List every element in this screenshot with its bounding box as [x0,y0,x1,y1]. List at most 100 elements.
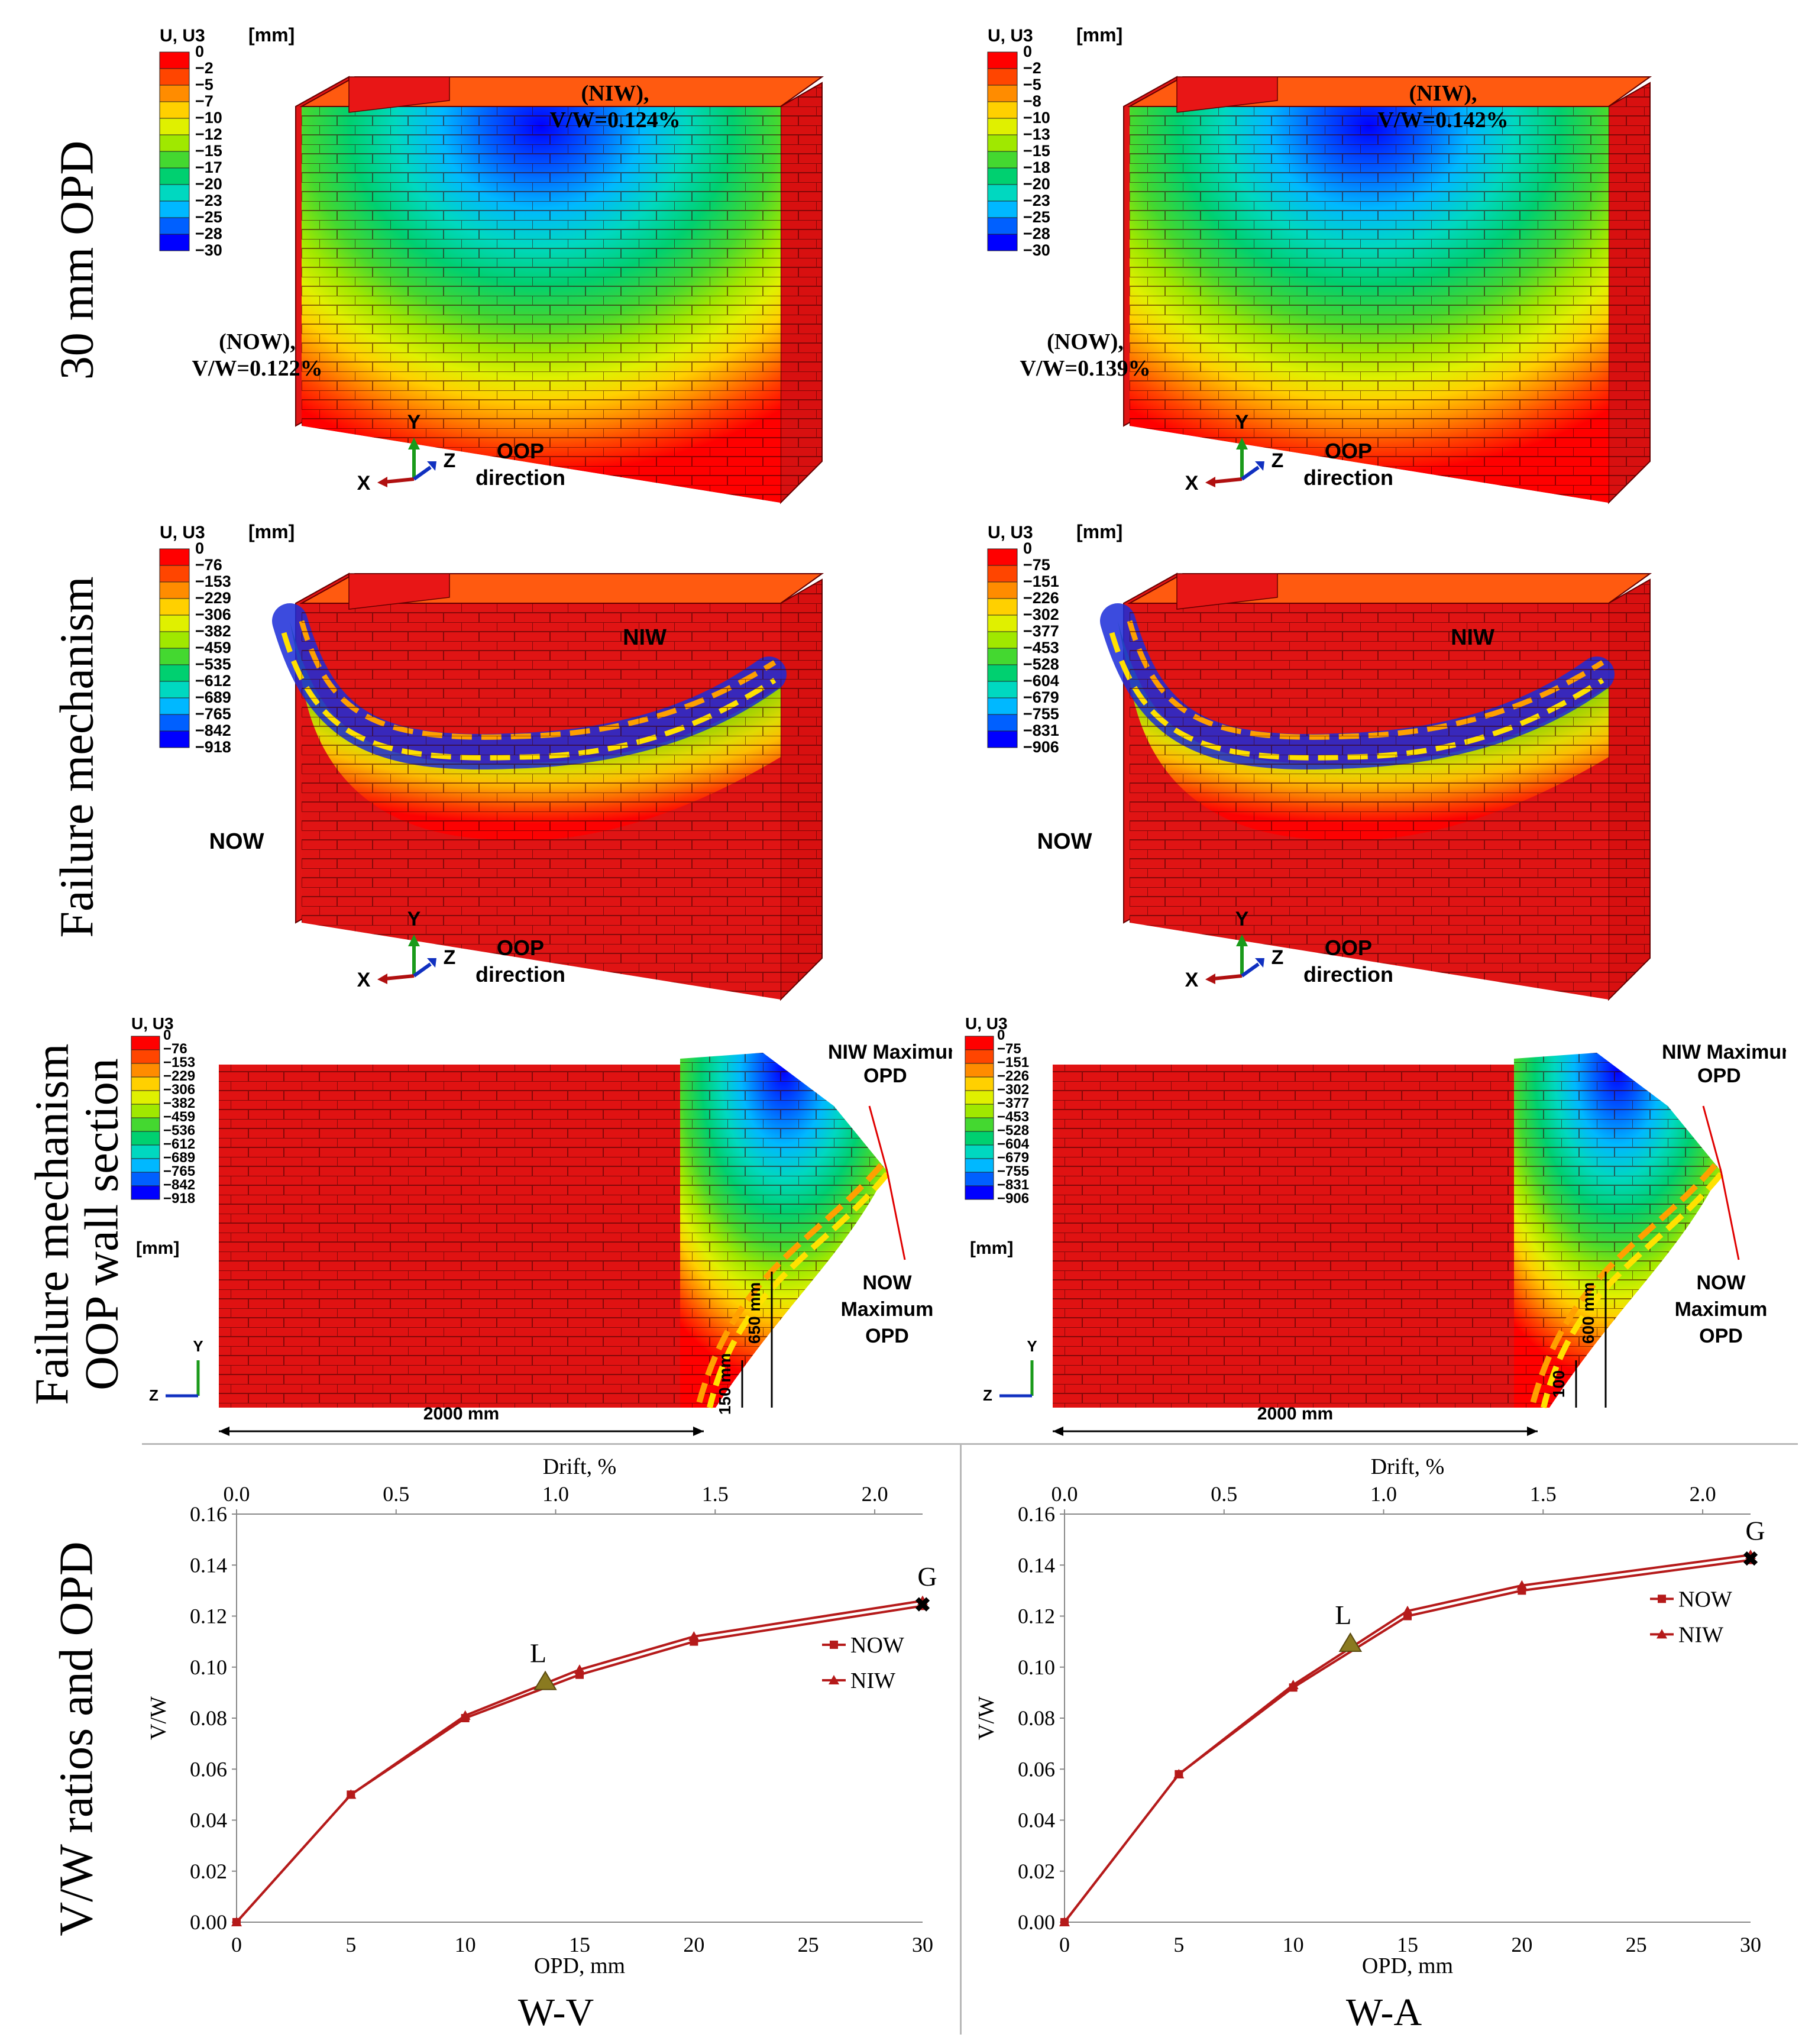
oop-direction-label: direction [1303,465,1393,490]
y-tick-label: 0.16 [1018,1502,1055,1526]
legend-value: −906 [1023,738,1059,756]
legend-value: −382 [163,1095,195,1111]
z-axis-label: Z [149,1386,158,1404]
legend-value: −453 [997,1109,1029,1125]
legend-value: −831 [1023,722,1059,739]
z-axis-label: Z [1272,449,1284,472]
legend-value: −918 [163,1191,195,1207]
legend-swatch [159,648,190,665]
x-axis-label: X [1185,472,1199,494]
legend-swatch [965,1090,994,1105]
right-return-brick [1609,83,1650,503]
x-tick-label: 30 [912,1933,933,1956]
legend-value: −226 [997,1068,1029,1084]
x2-tick-label: 1.5 [702,1482,729,1506]
annotation-l: L [1335,1600,1351,1630]
legend-value: −302 [1023,606,1059,623]
legend-value: −377 [1023,622,1059,640]
legend-swatch [131,1090,160,1105]
panel-failure-mechanism-wa: U, U3 [mm] 0 −75 −151 −226 −302 −377 −453 −528 −6… [970,509,1786,1005]
legend-swatch [987,134,1018,152]
wedge-brick-texture [1514,1053,1721,1408]
legend-swatch [159,581,190,599]
panel-failure-mechanism-wv: U, U3 [mm] 0 −76 −153 −229 −306 −382 −459 −535 −6… [142,509,958,1005]
annotation-marker-l [1338,1632,1363,1652]
legend-value: −12 [195,125,222,143]
legend-swatch [131,1063,160,1078]
oop-label: OOP [1325,936,1372,960]
data-point-niw [1059,1917,1070,1926]
column-label-wv: W-V [517,1991,594,2034]
legend-unit: [mm] [248,521,295,542]
y-tick-label: 0.04 [1018,1809,1055,1832]
now-max-label-2: Maximum [841,1298,934,1321]
x-axis-arrow [384,974,415,981]
legend-swatch [159,85,190,102]
y-tick-label: 0.08 [1018,1706,1055,1730]
width-dimension-label: 2000 mm [1257,1404,1333,1424]
legend-swatch [131,1117,160,1132]
legend-value: −153 [195,573,231,590]
now-label: (NOW), [1047,329,1124,354]
x2-tick-label: 2.0 [1690,1482,1716,1506]
niw-left-flange [348,76,450,113]
legend-label: NOW [850,1633,904,1658]
legend-value: −25 [195,208,222,226]
panel-divider [142,1443,1798,1445]
y-tick-label: 0.10 [190,1655,227,1679]
brick-texture [1053,1065,1538,1408]
now-max-arrow [1720,1170,1740,1260]
legend-value: −612 [163,1136,195,1152]
legend-swatch [987,151,1018,169]
legend-value: −10 [195,109,222,127]
dim-arrowhead [219,1427,229,1436]
legend-swatch [987,234,1018,251]
x-axis-arrow [384,477,415,484]
chart-wv: 0.00 0.02 0.04 0.06 0.08 0.10 0.12 0.14 0.16 0 5 10… [142,1449,958,1999]
y-tick-label: 0.12 [190,1605,227,1628]
legend-value: −306 [163,1082,195,1098]
brick-texture [302,106,781,503]
x2-axis-title: Drift, % [1371,1454,1445,1479]
y-tick-label: 0.06 [190,1757,227,1781]
y-tick-label: 0.06 [1018,1757,1055,1781]
right-return-brick [781,83,822,503]
legend-value: −17 [195,159,222,176]
legend-value: −76 [195,556,222,574]
y-axis-arrowhead [408,934,420,946]
axis-triad: Y X Z [1185,908,1284,991]
dim-arrowhead [1527,1427,1538,1436]
legend-swatch [159,548,190,566]
legend-swatch [159,598,190,616]
legend-swatch [987,167,1018,185]
legend-value: −15 [195,142,222,160]
x-tick-label: 25 [1626,1933,1647,1956]
axis-triad: Y X Z [1185,411,1284,494]
data-point-niw [460,1710,471,1720]
annotation-l: L [530,1638,546,1668]
annotation-marker-g: ✖ [1742,1548,1759,1570]
x-tick-label: 15 [569,1933,590,1956]
legend-swatch [987,730,1018,748]
legend-marker [830,1640,838,1649]
row-label-text: Failure mechanism [51,576,103,938]
x-axis-arrow [1212,477,1243,484]
panel-wall-section-wv: U, U3 0 −76 −153 −229 −306 −382 −459 −536 −612 −68… [124,1005,952,1443]
row-label-text: 30 mm OPD [51,140,103,380]
legend-swatch [131,1049,160,1064]
legend-value: −28 [1023,225,1050,242]
data-point-niw [1173,1768,1185,1778]
legend-value: −755 [1023,705,1059,723]
y-axis-arrowhead [1236,934,1248,946]
niw-max-label-2: OPD [863,1065,907,1087]
x-tick-label: 0 [1059,1933,1070,1956]
x-tick-label: 10 [455,1933,476,1956]
y-tick-label: 0.00 [1018,1910,1055,1934]
niw-label: (NIW), [1409,81,1477,106]
legend-value: −842 [163,1177,195,1193]
x-axis-arrowhead [377,477,387,487]
z-axis-label: Z [444,946,456,969]
legend-value: −765 [163,1163,195,1179]
legend-swatch [159,167,190,185]
legend-swatch [131,1036,160,1050]
